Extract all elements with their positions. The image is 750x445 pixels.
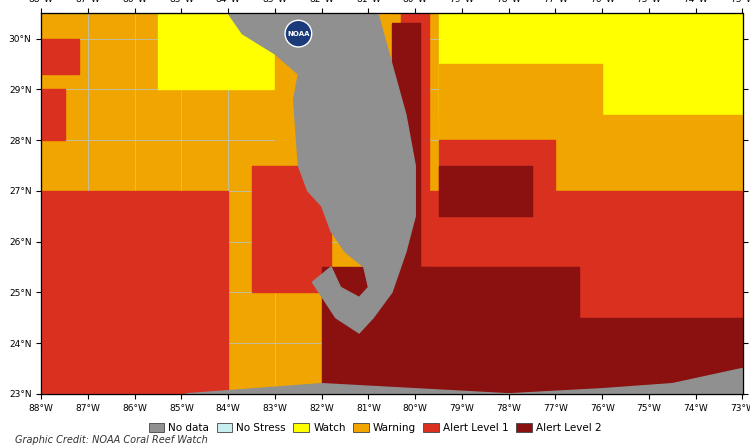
Bar — [439, 13, 742, 166]
Legend: No data, No Stress, Watch, Warning, Alert Level 1, Alert Level 2: No data, No Stress, Watch, Warning, Aler… — [145, 419, 605, 437]
Bar — [275, 13, 392, 166]
Polygon shape — [186, 368, 742, 394]
Bar — [439, 115, 742, 267]
Bar — [392, 24, 420, 318]
Bar — [322, 267, 429, 394]
Bar — [41, 89, 64, 140]
Bar — [401, 13, 429, 292]
Bar — [41, 39, 79, 74]
Bar — [158, 13, 275, 89]
Bar — [439, 140, 556, 216]
Bar — [416, 191, 742, 394]
Bar — [439, 64, 602, 166]
Bar — [416, 267, 579, 394]
Bar — [439, 166, 532, 216]
Bar — [251, 166, 331, 292]
Text: Graphic Credit: NOAA Coral Reef Watch: Graphic Credit: NOAA Coral Reef Watch — [15, 435, 208, 445]
Bar — [532, 318, 742, 394]
Bar — [41, 191, 228, 394]
Polygon shape — [64, 13, 416, 333]
Text: NOAA: NOAA — [287, 31, 310, 36]
